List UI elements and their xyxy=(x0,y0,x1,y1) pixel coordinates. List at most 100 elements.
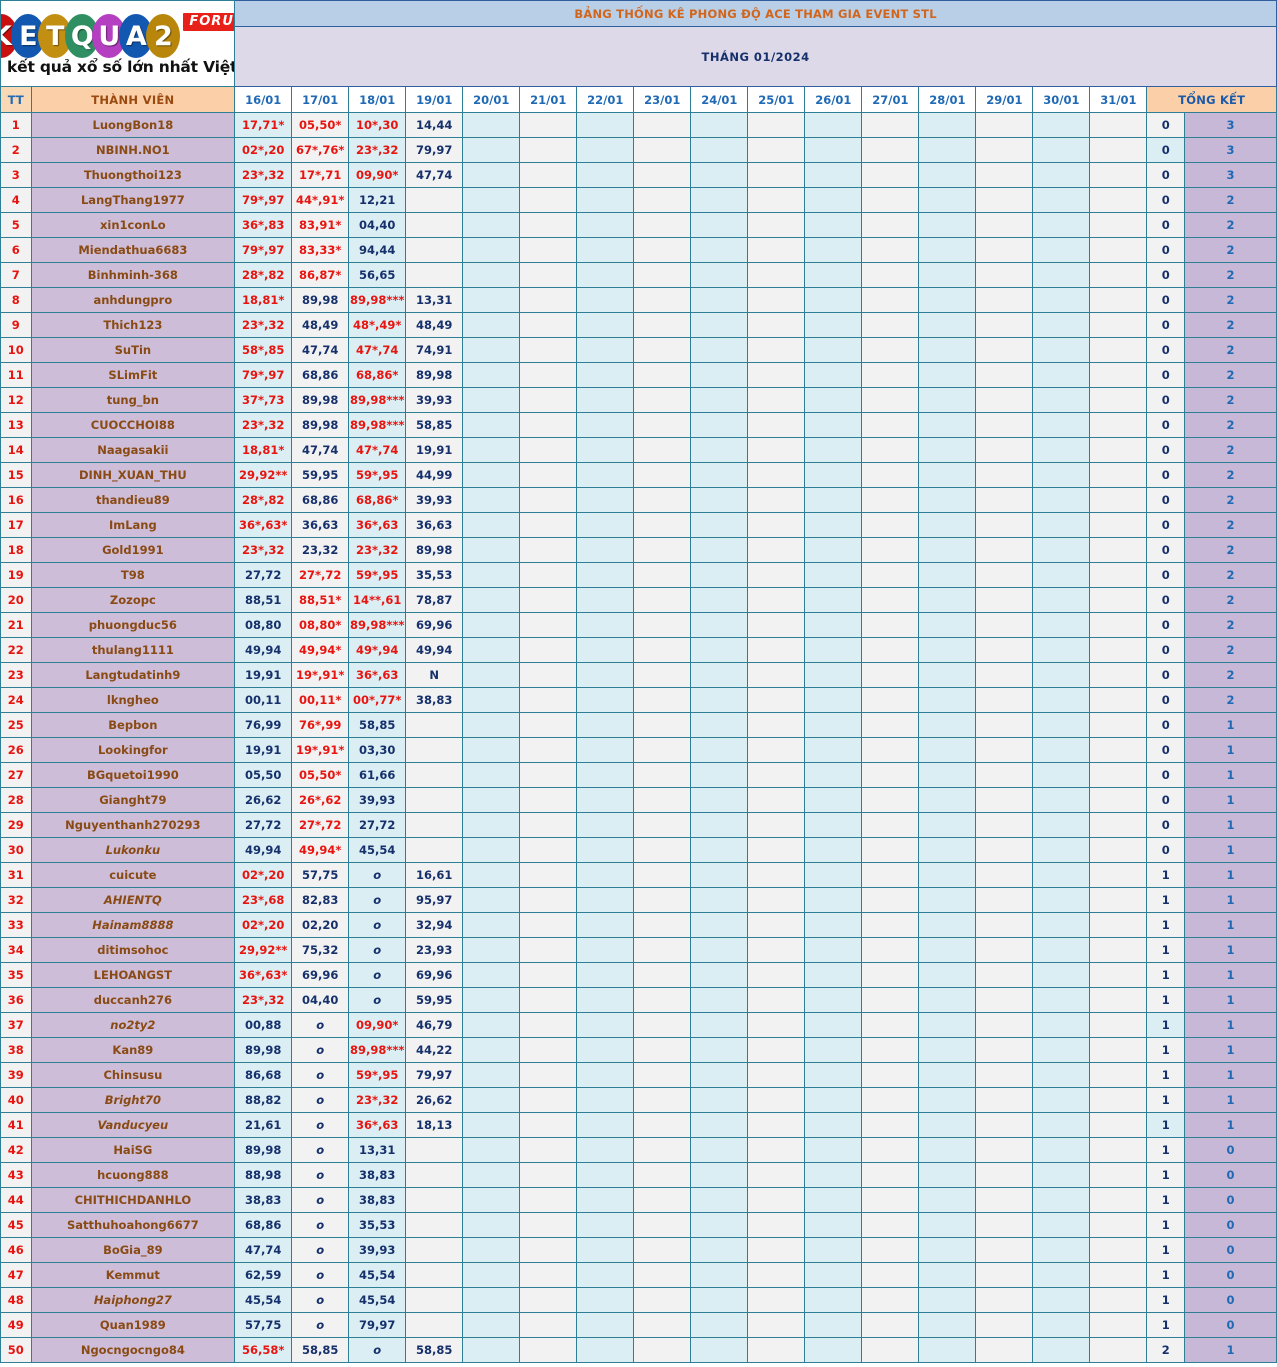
score-cell[interactable]: 00,88 xyxy=(234,1012,293,1038)
score-cell[interactable] xyxy=(747,1137,806,1163)
score-cell[interactable]: 36*,63* xyxy=(234,512,293,538)
score-cell[interactable]: 89,98*** xyxy=(348,287,407,313)
score-cell[interactable]: 38,83 xyxy=(234,1187,293,1213)
score-cell[interactable]: 79,97 xyxy=(405,1062,464,1088)
score-cell[interactable]: 47,74 xyxy=(291,337,350,363)
score-cell[interactable] xyxy=(861,487,920,513)
score-cell[interactable] xyxy=(918,1037,977,1063)
score-cell[interactable]: 18,81* xyxy=(234,437,293,463)
score-cell[interactable]: o xyxy=(291,1162,350,1188)
score-cell[interactable] xyxy=(918,1187,977,1213)
score-cell[interactable]: 46,79 xyxy=(405,1012,464,1038)
score-cell[interactable] xyxy=(918,1337,977,1363)
score-cell[interactable] xyxy=(576,987,635,1013)
score-cell[interactable] xyxy=(747,287,806,313)
member-name[interactable]: Kan89 xyxy=(30,1037,236,1063)
score-cell[interactable] xyxy=(747,137,806,163)
score-cell[interactable] xyxy=(804,662,863,688)
score-cell[interactable]: 28*,82 xyxy=(234,487,293,513)
score-cell[interactable]: 67*,76* xyxy=(291,137,350,163)
score-cell[interactable]: 68,86 xyxy=(291,362,350,388)
score-cell[interactable] xyxy=(747,612,806,638)
score-cell[interactable] xyxy=(804,837,863,863)
score-cell[interactable]: 89,98 xyxy=(234,1137,293,1163)
score-cell[interactable] xyxy=(576,1012,635,1038)
score-cell[interactable] xyxy=(462,587,521,613)
score-cell[interactable] xyxy=(1032,1087,1091,1113)
score-cell[interactable] xyxy=(1089,412,1148,438)
score-cell[interactable]: 05,50* xyxy=(291,762,350,788)
member-name[interactable]: cuicute xyxy=(30,862,236,888)
score-cell[interactable] xyxy=(975,687,1034,713)
score-cell[interactable] xyxy=(519,737,578,763)
score-cell[interactable] xyxy=(747,1262,806,1288)
score-cell[interactable]: 95,97 xyxy=(405,887,464,913)
score-cell[interactable] xyxy=(690,1337,749,1363)
score-cell[interactable]: 36,63 xyxy=(405,512,464,538)
score-cell[interactable]: 14,44 xyxy=(405,112,464,138)
member-name[interactable]: thandieu89 xyxy=(30,487,236,513)
score-cell[interactable] xyxy=(747,1037,806,1063)
score-cell[interactable] xyxy=(690,987,749,1013)
score-cell[interactable] xyxy=(975,237,1034,263)
score-cell[interactable]: 68,86 xyxy=(234,1212,293,1238)
score-cell[interactable] xyxy=(462,487,521,513)
score-cell[interactable] xyxy=(690,837,749,863)
score-cell[interactable] xyxy=(519,962,578,988)
score-cell[interactable]: 03,30 xyxy=(348,737,407,763)
score-cell[interactable] xyxy=(462,987,521,1013)
score-cell[interactable] xyxy=(804,1312,863,1338)
score-cell[interactable] xyxy=(747,662,806,688)
score-cell[interactable] xyxy=(747,412,806,438)
score-cell[interactable] xyxy=(918,1137,977,1163)
score-cell[interactable] xyxy=(747,837,806,863)
score-cell[interactable]: 44,22 xyxy=(405,1037,464,1063)
score-cell[interactable] xyxy=(975,137,1034,163)
score-cell[interactable] xyxy=(1089,887,1148,913)
score-cell[interactable] xyxy=(975,437,1034,463)
score-cell[interactable]: 19*,91* xyxy=(291,737,350,763)
score-cell[interactable]: 23*,32 xyxy=(234,412,293,438)
score-cell[interactable]: 21,61 xyxy=(234,1112,293,1138)
score-cell[interactable] xyxy=(804,362,863,388)
score-cell[interactable] xyxy=(633,362,692,388)
score-cell[interactable]: 05,50 xyxy=(234,762,293,788)
score-cell[interactable] xyxy=(519,487,578,513)
score-cell[interactable] xyxy=(519,1312,578,1338)
score-cell[interactable]: 37*,73 xyxy=(234,387,293,413)
score-cell[interactable] xyxy=(918,212,977,238)
score-cell[interactable] xyxy=(690,662,749,688)
score-cell[interactable] xyxy=(519,137,578,163)
score-cell[interactable]: 47,74 xyxy=(405,162,464,188)
score-cell[interactable] xyxy=(519,412,578,438)
score-cell[interactable] xyxy=(1089,687,1148,713)
score-cell[interactable] xyxy=(861,1137,920,1163)
score-cell[interactable] xyxy=(633,237,692,263)
score-cell[interactable] xyxy=(975,1037,1034,1063)
score-cell[interactable] xyxy=(804,1112,863,1138)
score-cell[interactable]: 89,98 xyxy=(291,387,350,413)
score-cell[interactable] xyxy=(747,262,806,288)
score-cell[interactable] xyxy=(690,237,749,263)
score-cell[interactable]: 59*,95 xyxy=(348,462,407,488)
score-cell[interactable] xyxy=(576,1287,635,1313)
score-cell[interactable] xyxy=(633,887,692,913)
score-cell[interactable] xyxy=(975,787,1034,813)
score-cell[interactable] xyxy=(861,187,920,213)
score-cell[interactable] xyxy=(633,687,692,713)
score-cell[interactable]: 49,94 xyxy=(405,637,464,663)
score-cell[interactable] xyxy=(690,637,749,663)
score-cell[interactable] xyxy=(462,287,521,313)
member-name[interactable]: CHITHICHDANHLO xyxy=(30,1187,236,1213)
score-cell[interactable] xyxy=(519,1212,578,1238)
score-cell[interactable] xyxy=(861,687,920,713)
score-cell[interactable] xyxy=(519,1187,578,1213)
score-cell[interactable] xyxy=(1032,1137,1091,1163)
score-cell[interactable] xyxy=(861,1212,920,1238)
score-cell[interactable] xyxy=(975,487,1034,513)
score-cell[interactable] xyxy=(462,1237,521,1263)
score-cell[interactable] xyxy=(576,962,635,988)
score-cell[interactable] xyxy=(1032,987,1091,1013)
score-cell[interactable] xyxy=(405,1262,464,1288)
score-cell[interactable] xyxy=(690,1012,749,1038)
